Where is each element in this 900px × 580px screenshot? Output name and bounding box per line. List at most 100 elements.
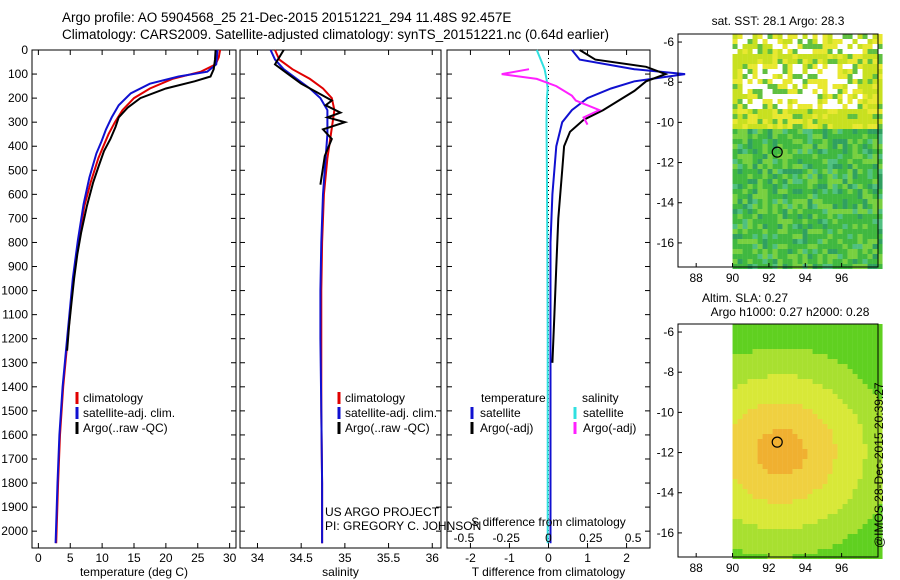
annotation-line: PI: GREGORY C. JOHNSON	[325, 519, 481, 533]
salinity-diff-xlabel: S difference from climatology	[471, 515, 626, 529]
difference-legend-label: Argo(-adj)	[583, 421, 636, 435]
salinity-xtick-label: 36	[426, 551, 440, 565]
temperature-xlabel: temperature (deg C)	[80, 565, 188, 579]
sst_map-xtick-label: 90	[726, 271, 740, 285]
salinity-diff-tick-label: -0.5	[454, 531, 475, 545]
sla_map-ytick-label: -10	[657, 405, 675, 419]
salinity-diff-tick-label: 0	[545, 531, 552, 545]
sla_map-ytick-label: -16	[657, 526, 675, 540]
depth-tick-label: 900	[8, 260, 28, 274]
sla_map-xtick-label: 92	[762, 561, 776, 575]
sst_map-ytick-label: -16	[657, 236, 675, 250]
sst_map-xtick-label: 92	[762, 271, 776, 285]
temperature-xtick-label: 10	[95, 551, 109, 565]
temperature-satellite-adj-clim--line	[54, 49, 219, 544]
difference-xtick-label: 0	[545, 551, 552, 565]
depth-tick-label: 600	[8, 187, 28, 201]
difference-legend-title-salinity: salinity	[582, 391, 619, 405]
temperature-legend-label: climatology	[83, 391, 143, 405]
sla_map-ytick-label: -8	[663, 365, 674, 379]
sst_map-xtick-label: 96	[835, 271, 849, 285]
salinity-diff-tick-label: -0.25	[493, 531, 521, 545]
sst_map-ytick-label: -6	[663, 35, 674, 49]
difference-legend-label: satellite	[583, 406, 624, 420]
sla_map-xtick-label: 96	[835, 561, 849, 575]
sst_map-argo-location-marker	[771, 146, 783, 158]
difference-xtick-label: -2	[465, 551, 476, 565]
difference-salinity-satellite-line	[535, 49, 549, 544]
sla-map-title: Altim. SLA: 0.27	[702, 291, 788, 305]
salinity-xtick-label: 34.5	[289, 551, 313, 565]
depth-tick-label: 1200	[1, 332, 28, 346]
sst-map-title: sat. SST: 28.1 Argo: 28.3	[712, 14, 845, 28]
depth-tick-label: 1500	[1, 404, 28, 418]
depth-tick-label: 2000	[1, 524, 28, 538]
depth-tick-label: 300	[8, 115, 28, 129]
sst_map-ytick-label: -12	[657, 156, 675, 170]
depth-tick-label: 1600	[1, 428, 28, 442]
salinity-legend-label: Argo(..raw -QC)	[345, 421, 430, 435]
sla_map-ytick-label: -12	[657, 446, 675, 460]
depth-tick-label: 1100	[2, 308, 28, 322]
sst_map-ytick-label: -14	[657, 196, 675, 210]
difference-xtick-label: 2	[623, 551, 630, 565]
depth-tick-label: 0	[21, 43, 28, 57]
salinity-legend-label: satellite-adj. clim.	[345, 406, 437, 420]
temperature-legend-label: satellite-adj. clim.	[83, 406, 175, 420]
depth-tick-label: 800	[8, 235, 28, 249]
depth-tick-label: 1000	[1, 284, 28, 298]
difference-xtick-label: -1	[504, 551, 515, 565]
temperature-plot-frame	[31, 49, 237, 549]
depth-tick-label: 700	[8, 211, 28, 225]
sst_map-xtick-label: 94	[799, 271, 813, 285]
sla_map-xtick-label: 94	[799, 561, 813, 575]
depth-tick-label: 200	[8, 91, 28, 105]
sst_map-ytick-label: -8	[663, 75, 674, 89]
salinity-legend-label: climatology	[345, 391, 405, 405]
sla_map-frame	[677, 323, 879, 558]
difference-legend-label: Argo(-adj)	[480, 421, 533, 435]
difference-temperature-satellite-line	[549, 49, 686, 544]
sla_map-xtick-label: 88	[690, 561, 704, 575]
salinity-diff-tick-label: 0.5	[625, 531, 642, 545]
salinity-satellite-adj-clim--line	[269, 49, 329, 544]
sst_map-xtick-label: 88	[690, 271, 704, 285]
sla_map-field	[732, 324, 883, 559]
salinity-xtick-label: 35.5	[377, 551, 401, 565]
depth-tick-label: 1700	[1, 452, 28, 466]
sla_map-xtick-label: 90	[726, 561, 740, 575]
difference-temperature-argo-adj--line	[551, 49, 669, 363]
figure-title-line1: Argo profile: AO 5904568_25 21-Dec-2015 …	[62, 10, 512, 25]
depth-tick-label: 400	[8, 139, 28, 153]
salinity-xlabel: salinity	[322, 565, 359, 579]
sla_map-ytick-label: -14	[657, 486, 675, 500]
temperature-xtick-label: 0	[35, 551, 42, 565]
annotation-line: US ARGO PROJECT	[325, 505, 440, 519]
depth-tick-label: 500	[8, 163, 28, 177]
temperature-argo-raw-qc--line	[66, 49, 217, 351]
temperature-legend-label: Argo(..raw -QC)	[83, 421, 168, 435]
depth-tick-label: 1800	[1, 476, 28, 490]
salinity-argo-raw-qc--line	[273, 49, 349, 185]
figure-title-line2: Climatology: CARS2009. Satellite-adjuste…	[62, 27, 610, 42]
difference-salinity-argo-adj--line	[501, 68, 602, 126]
sst_map-field	[732, 34, 883, 269]
temperature-xtick-label: 20	[159, 551, 173, 565]
depth-tick-label: 100	[8, 67, 28, 81]
depth-tick-label: 1400	[1, 380, 28, 394]
sst_map-ytick-label: -10	[657, 115, 675, 129]
sla_map-ytick-label: -6	[663, 325, 674, 339]
salinity-plot-frame	[239, 49, 442, 549]
difference-legend-title-temperature: temperature	[481, 391, 546, 405]
imos-timestamp: @IMOS 28-Dec-2015 20:39:27	[872, 382, 886, 548]
temperature-xtick-label: 25	[191, 551, 205, 565]
sla-map-subtitle: Argo h1000: 0.27 h2000: 0.28	[711, 305, 870, 319]
depth-tick-label: 1900	[1, 500, 28, 514]
difference-xlabel: T difference from climatology	[472, 565, 626, 579]
difference-xtick-label: 1	[584, 551, 591, 565]
depth-tick-label: 1300	[1, 356, 28, 370]
salinity-diff-tick-label: 0.25	[579, 531, 603, 545]
temperature-xtick-label: 30	[223, 551, 237, 565]
sla_map-argo-location-marker	[771, 436, 783, 448]
